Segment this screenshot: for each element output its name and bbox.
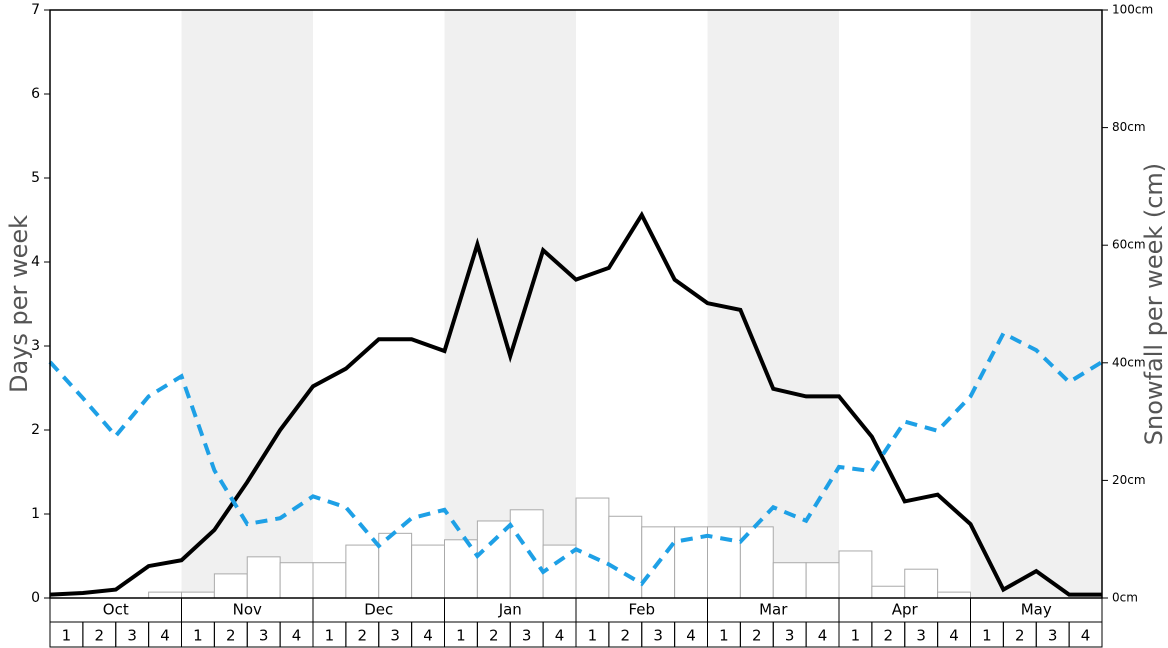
- bar: [444, 539, 478, 599]
- y2-tick-label: 80cm: [1112, 120, 1146, 134]
- bar: [805, 562, 840, 599]
- x-tick-label: 1: [62, 627, 72, 645]
- x-tick-label: 4: [555, 627, 565, 645]
- x-tick-label: 3: [259, 627, 269, 645]
- month-shade: [970, 10, 1102, 598]
- x-tick-label: 3: [390, 627, 400, 645]
- x-tick-label: 4: [160, 627, 170, 645]
- x-tick-label: 1: [719, 627, 729, 645]
- bar: [312, 562, 347, 599]
- y2-tick-label: 60cm: [1112, 238, 1146, 252]
- x-tick-label: 2: [752, 627, 762, 645]
- y-axis-label: Days per week: [5, 215, 33, 393]
- x-tick-label: 2: [1015, 627, 1025, 645]
- bar: [608, 515, 643, 599]
- month-shade: [444, 10, 576, 598]
- x-tick-label: 3: [522, 627, 532, 645]
- bar: [542, 544, 577, 599]
- x-tick-label: 2: [226, 627, 236, 645]
- bar: [213, 573, 248, 599]
- y-tick-label: 5: [31, 170, 40, 186]
- bar: [476, 520, 511, 599]
- y-tick-label: 3: [31, 338, 40, 354]
- y-tick-label: 6: [31, 86, 40, 102]
- line: [49, 210, 1102, 597]
- bar: [575, 497, 610, 599]
- x-tick-label: 2: [489, 627, 499, 645]
- y2-tick-label: 20cm: [1112, 473, 1146, 487]
- bar: [871, 585, 906, 599]
- x-tick-label: 1: [456, 627, 466, 645]
- month-shade: [181, 10, 313, 598]
- y2-axis-label: Snowfall per week (cm): [1140, 163, 1168, 445]
- x-tick-label: 1: [588, 627, 598, 645]
- y-tick-label: 4: [31, 254, 40, 270]
- x-tick-label: 3: [785, 627, 795, 645]
- bar: [904, 568, 939, 599]
- month-label: May: [1021, 601, 1052, 619]
- bar: [345, 544, 380, 599]
- bar: [411, 544, 445, 599]
- y-tick-label: 7: [31, 2, 40, 18]
- bar: [181, 591, 215, 599]
- month-label: Feb: [628, 601, 655, 619]
- month-label: Apr: [892, 601, 919, 619]
- y2-tick-label: 100cm: [1112, 3, 1153, 17]
- bar: [838, 550, 873, 599]
- week-cell: [1068, 621, 1103, 648]
- x-tick-label: 1: [851, 627, 861, 645]
- month-label: Nov: [233, 601, 262, 619]
- y2-tick-label: 0cm: [1112, 591, 1138, 605]
- bar: [246, 556, 281, 599]
- bar: [772, 562, 807, 599]
- month-label: Dec: [364, 601, 393, 619]
- bar: [509, 509, 544, 599]
- x-tick-label: 2: [621, 627, 631, 645]
- x-tick-label: 4: [686, 627, 696, 645]
- x-tick-label: 1: [193, 627, 203, 645]
- line: [48, 330, 1104, 587]
- bar: [279, 562, 314, 599]
- y-tick-label: 1: [31, 506, 40, 522]
- x-tick-label: 2: [884, 627, 894, 645]
- x-tick-label: 4: [949, 627, 959, 645]
- x-tick-label: 2: [358, 627, 368, 645]
- month-label: Mar: [759, 601, 788, 619]
- x-tick-label: 3: [127, 627, 137, 645]
- bar: [937, 591, 971, 599]
- x-tick-label: 4: [1081, 627, 1091, 645]
- x-tick-label: 3: [916, 627, 926, 645]
- x-tick-label: 3: [653, 627, 663, 645]
- y-tick-label: 2: [31, 422, 40, 438]
- y-tick-label: 0: [31, 590, 40, 606]
- x-tick-label: 4: [423, 627, 433, 645]
- y2-tick-label: 40cm: [1112, 355, 1146, 369]
- x-tick-label: 4: [818, 627, 828, 645]
- bar: [378, 532, 413, 599]
- month-label: Jan: [498, 601, 522, 619]
- x-tick-label: 2: [95, 627, 105, 645]
- x-tick-label: 4: [292, 627, 302, 645]
- x-tick-label: 1: [982, 627, 992, 645]
- x-tick-label: 3: [1048, 627, 1058, 645]
- month-label: Oct: [103, 601, 129, 619]
- x-tick-label: 1: [325, 627, 335, 645]
- bar: [148, 591, 182, 599]
